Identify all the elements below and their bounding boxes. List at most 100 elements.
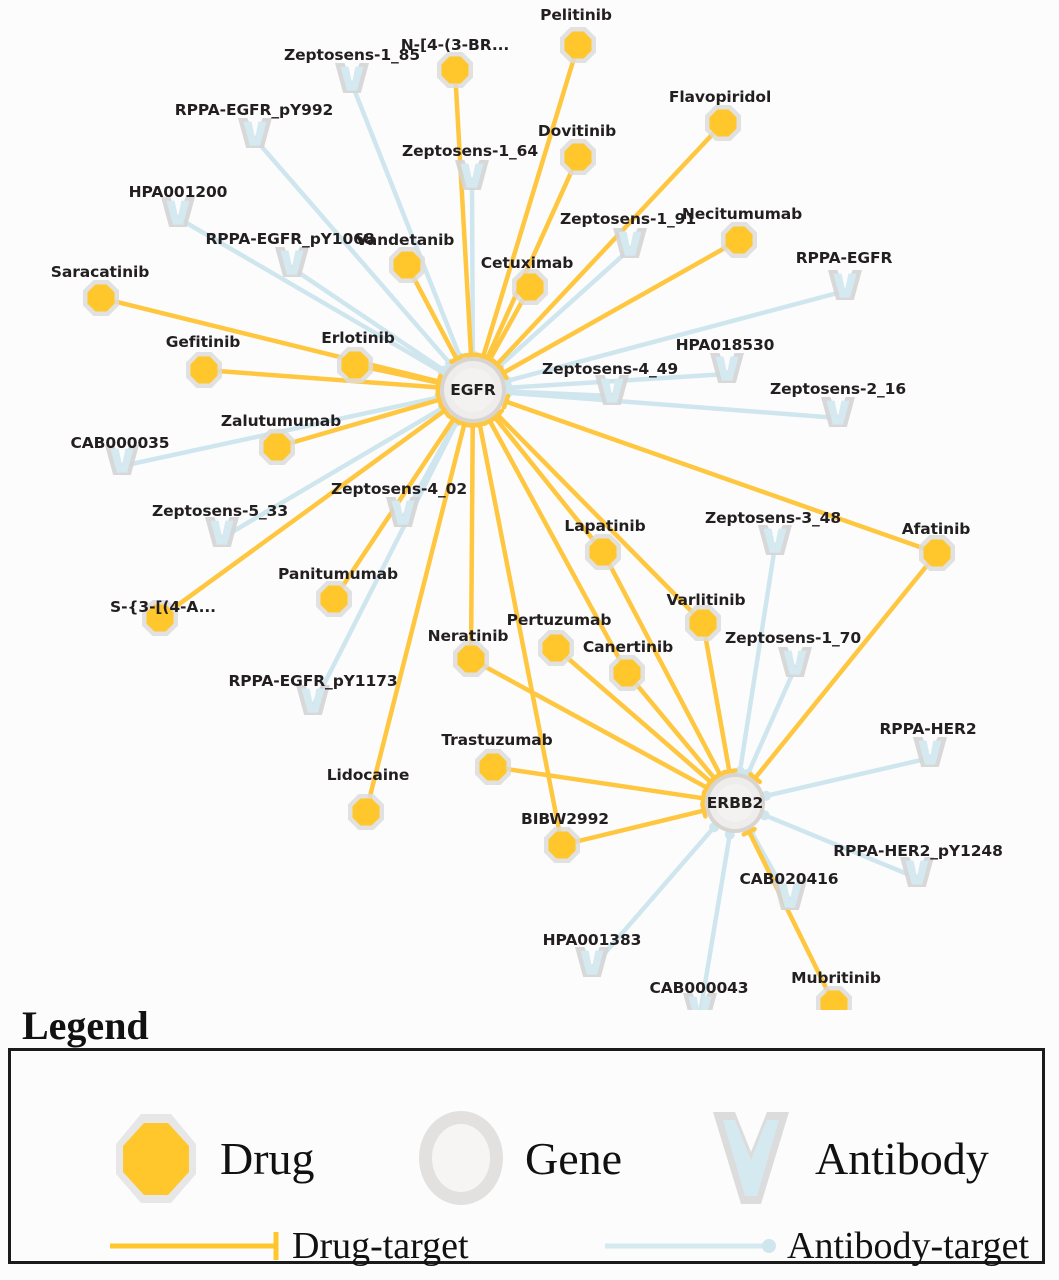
legend-label-antibody: Antibody [815, 1132, 989, 1184]
antibody-target-edge[interactable] [175, 215, 446, 375]
antibody-node[interactable] [913, 737, 947, 767]
drug-target-edge[interactable] [490, 764, 706, 801]
antibody-node[interactable] [275, 247, 309, 277]
network-graph[interactable]: Zeptosens-1_85 RPPA-EGFR_pY992 HPA001200 RP… [0, 0, 1059, 1010]
antibody-node[interactable] [773, 880, 807, 910]
drug-node[interactable] [512, 269, 548, 305]
drug-node[interactable] [585, 534, 621, 570]
drug-node[interactable] [475, 749, 511, 785]
antibody-node[interactable] [296, 685, 330, 715]
antibody-node[interactable] [828, 270, 862, 300]
drug-target-edge[interactable] [495, 412, 706, 626]
legend-label-gene: Gene [525, 1132, 623, 1184]
drug-node[interactable] [83, 280, 119, 316]
antibody-target-edge[interactable] [737, 543, 778, 774]
drug-target-edge[interactable] [468, 656, 710, 790]
drug-target-edge[interactable] [485, 154, 581, 361]
drug-node[interactable] [186, 352, 222, 388]
drug-edge-terminal [435, 379, 441, 396]
antibody-target-edge[interactable] [252, 136, 453, 366]
drug-glyph [146, 604, 174, 632]
antibody-target-edge[interactable] [496, 246, 633, 369]
drug-node[interactable] [389, 247, 425, 283]
drug-glyph [564, 31, 592, 59]
drug-target-edge[interactable] [274, 397, 442, 450]
drug-target-edge[interactable] [746, 829, 837, 1007]
antibody-node[interactable] [335, 63, 369, 93]
gene-icon [419, 1111, 503, 1205]
antibody-node[interactable] [710, 353, 744, 383]
antibody-node[interactable] [613, 228, 647, 258]
drug-node[interactable] [453, 641, 489, 677]
antibody-target-edge[interactable] [349, 81, 463, 360]
drug-target-edge[interactable] [201, 367, 441, 390]
drug-node[interactable] [538, 630, 574, 666]
drug-target-edge[interactable] [501, 237, 742, 376]
drug-target-edge[interactable] [452, 67, 474, 358]
drug-target-edge[interactable] [700, 620, 732, 774]
drug-node[interactable] [316, 581, 352, 617]
antibody-node[interactable] [455, 160, 489, 190]
antibody-target-edge[interactable] [763, 755, 933, 799]
antibody-node[interactable] [595, 375, 629, 405]
antibody-target-edge[interactable] [698, 832, 733, 1010]
drug-target-edge[interactable] [494, 120, 726, 367]
drug-node[interactable] [437, 52, 473, 88]
drug-glyph [263, 433, 291, 461]
antibody-glyph [715, 356, 739, 381]
drug-node[interactable] [685, 605, 721, 641]
drug-node[interactable] [560, 139, 596, 175]
drug-target-edge[interactable] [477, 422, 565, 848]
drug-target-edge[interactable] [553, 645, 714, 785]
drug-target-edge[interactable] [492, 415, 606, 555]
antibody-target-edge[interactable] [310, 418, 460, 709]
antibody-node[interactable] [778, 647, 812, 677]
drug-target-edge[interactable] [752, 550, 940, 781]
drug-target-edge[interactable] [624, 670, 717, 781]
antibody-node[interactable] [758, 525, 792, 555]
antibody-node[interactable] [238, 118, 272, 148]
antibody-node[interactable] [205, 517, 239, 547]
antibody-glyph [600, 378, 624, 403]
drug-node[interactable] [609, 655, 645, 691]
drug-target-edge[interactable] [468, 422, 475, 662]
antibody-target-edge[interactable] [469, 178, 476, 358]
antibody-target-edge[interactable] [505, 390, 841, 421]
drug-target-edge[interactable] [157, 408, 447, 621]
antibody-node[interactable] [900, 857, 934, 887]
drug-node[interactable] [142, 600, 178, 636]
drug-node[interactable] [348, 794, 384, 830]
drug-node[interactable] [919, 535, 955, 571]
drug-node[interactable] [816, 986, 852, 1010]
drug-node[interactable] [337, 347, 373, 383]
drug-glyph [820, 990, 848, 1010]
antibody-target-edge[interactable] [504, 288, 848, 384]
antibody-target-edge[interactable] [762, 812, 920, 881]
drug-target-edge[interactable] [487, 418, 630, 676]
drug-target-edge[interactable] [98, 295, 442, 384]
antibody-node[interactable] [386, 497, 420, 527]
gene-node[interactable] [440, 357, 506, 423]
drug-edge-terminal [471, 420, 488, 428]
antibody-target-edge[interactable] [589, 824, 717, 971]
drug-node[interactable] [259, 429, 295, 465]
antibody-target-edge[interactable] [289, 265, 447, 373]
drug-node[interactable] [544, 827, 580, 863]
drug-target-edge[interactable] [559, 808, 707, 848]
drug-target-edge[interactable] [363, 421, 467, 815]
antibody-node[interactable] [683, 993, 717, 1010]
drug-target-edge[interactable] [480, 42, 581, 359]
antibody-node[interactable] [821, 397, 855, 427]
antibody-target-edge[interactable] [219, 405, 446, 541]
antibody-target-edge[interactable] [745, 665, 798, 777]
drug-node[interactable] [705, 105, 741, 141]
antibody-glyph [110, 448, 134, 473]
antibody-node[interactable] [161, 197, 195, 227]
antibody-node[interactable] [105, 445, 139, 475]
antibody-node[interactable] [575, 947, 609, 977]
drug-node[interactable] [560, 27, 596, 63]
gene-node[interactable] [705, 773, 765, 833]
drug-node[interactable] [721, 222, 757, 258]
drug-target-edge[interactable] [600, 549, 723, 777]
drug-target-edge[interactable] [503, 399, 940, 556]
